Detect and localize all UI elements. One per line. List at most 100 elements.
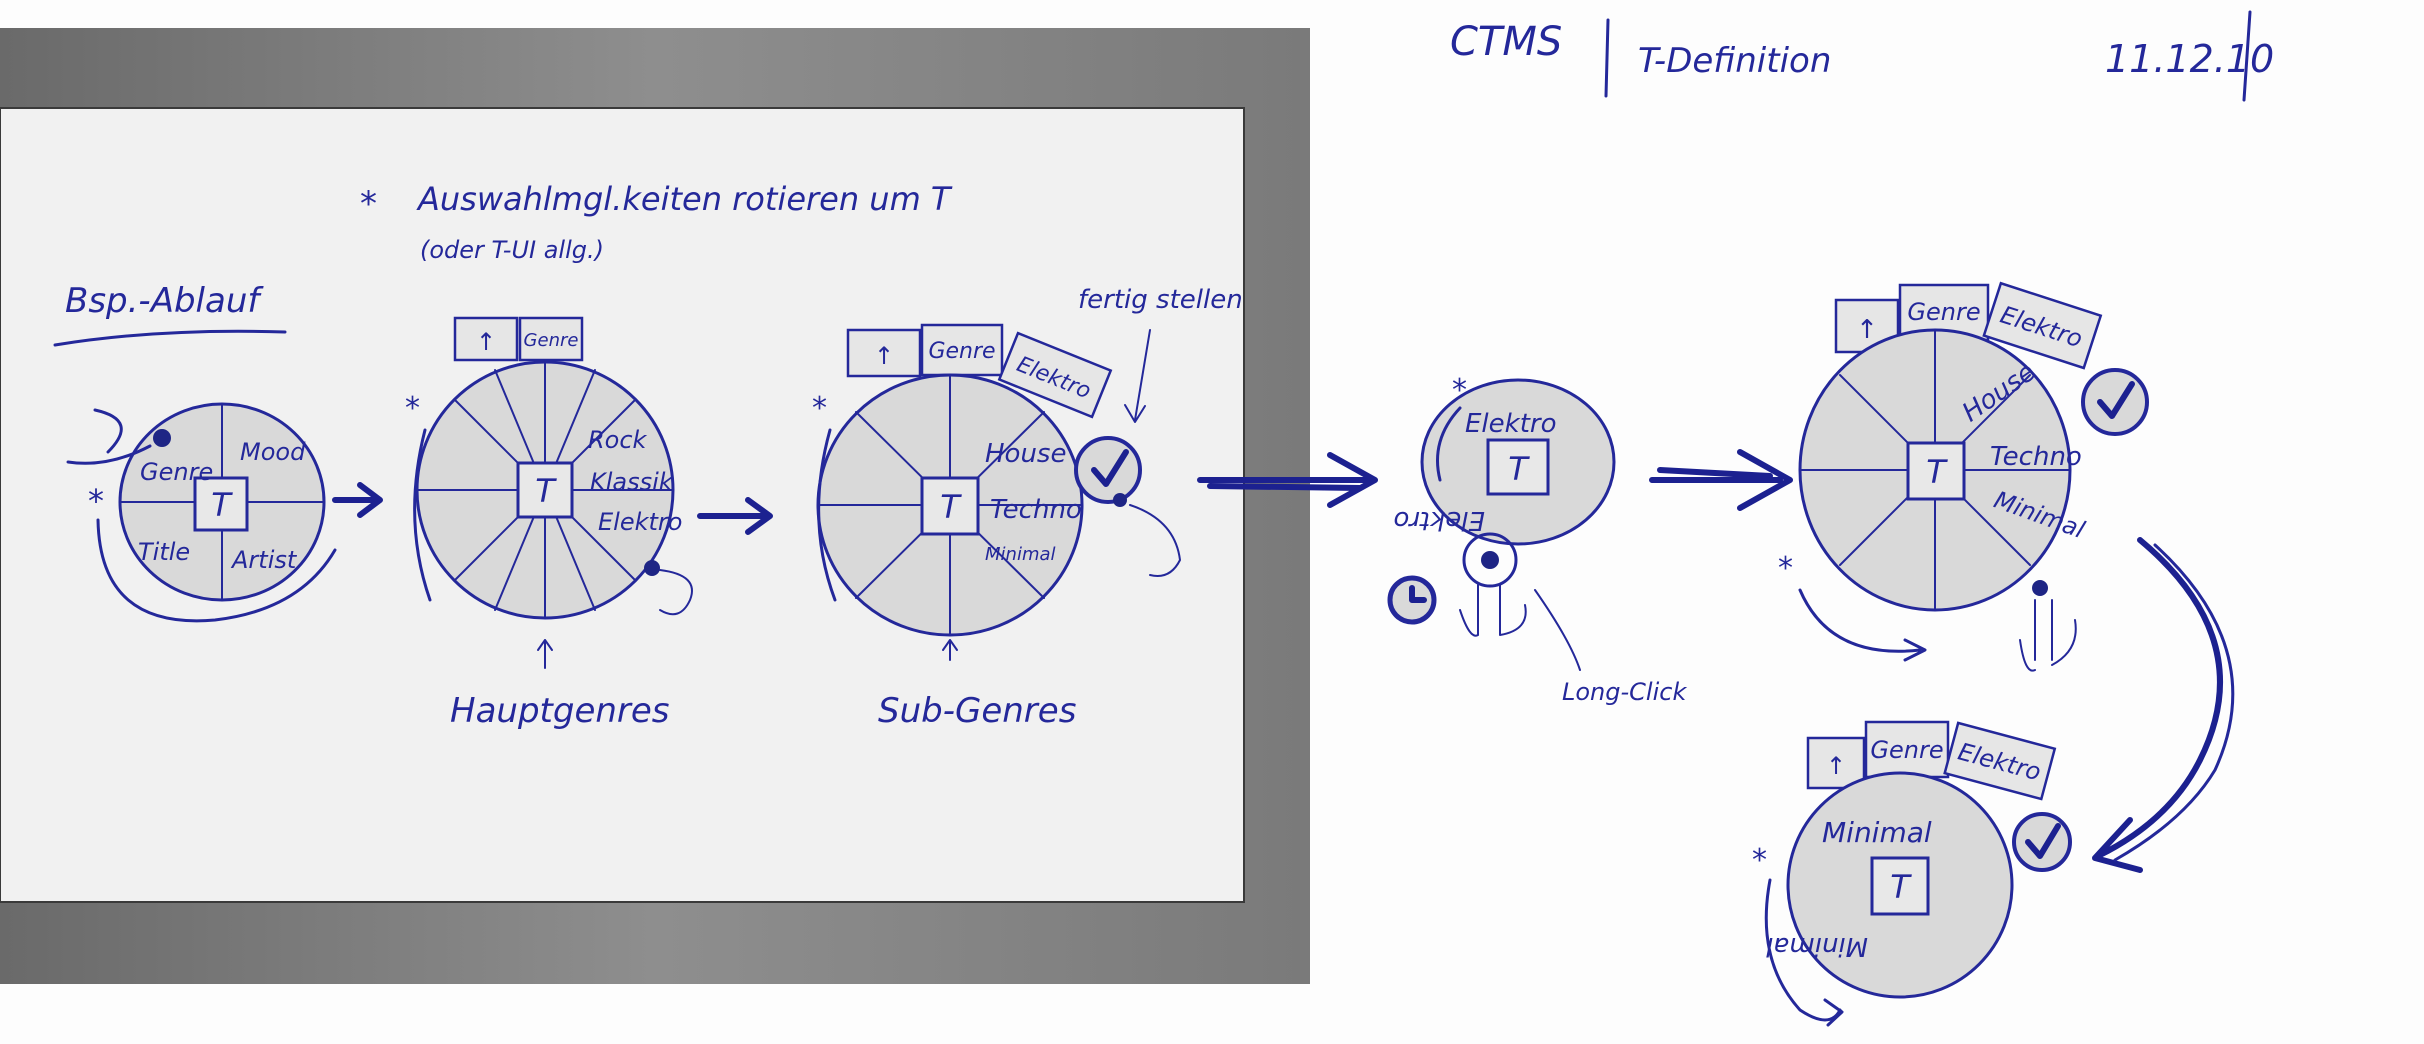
wheel-3-caption-arrow: [942, 639, 958, 661]
wheel-4-check-icon: [2097, 381, 2135, 419]
wheel-3-done-arrow: [1124, 329, 1151, 423]
wheel-3-center-box: [920, 476, 980, 536]
wheel-2-star: *: [405, 391, 420, 426]
wheel-1-rotate-arrow: [96, 518, 337, 623]
wheel-2-tab-up-label: ↑: [476, 328, 496, 356]
wheel-2-finger: [659, 569, 693, 616]
wheel-3-tab-up-label: ↑: [874, 342, 894, 370]
longclick-pointer: [1534, 589, 1581, 671]
wheel-2-tab-genre-label: Genre: [524, 330, 579, 351]
wheel-3-seg-techno: Techno: [990, 495, 1082, 525]
wheel-3-tab-genre-label: Genre: [928, 339, 995, 364]
wheel-2-rotate-arrow: [413, 428, 432, 602]
wheel-1-touch-marks: [66, 408, 152, 465]
wheel-2-caption-arrow: [537, 639, 553, 669]
wheel-3-check-icon: [1091, 449, 1129, 487]
longclick-label: Long-Click: [1562, 678, 1687, 706]
title-right: T-Definition: [1638, 41, 1831, 81]
wheel-4-rotate-arrow: [1798, 588, 1927, 662]
wheel-1-seg-title: Title: [138, 538, 190, 566]
flow-heading: Bsp.-Ablauf: [65, 281, 264, 321]
wheel-2-tab-genre: [518, 316, 584, 362]
wheel-small-touch-dot[interactable]: [1481, 551, 1499, 569]
arrow-3: [1197, 452, 1378, 508]
wheel-small-press-ring: [1462, 532, 1518, 588]
wheel-5: ↑ Genre Elektro T Minimal Minimal *: [1752, 720, 2072, 1027]
wheel-5-top: Minimal: [1822, 816, 1932, 849]
wheel-5-done-button[interactable]: [2012, 812, 2072, 872]
wheel-5-tab-genre: [1864, 720, 1950, 779]
wheel-3-star: *: [812, 391, 827, 426]
wheel-2-center: T: [535, 472, 557, 510]
wheel-small: T Elektro Elektro * Long-Click: [1387, 373, 1687, 706]
wheel-1-seg-mood: Mood: [240, 438, 306, 466]
wheel-4-star: *: [1778, 551, 1793, 586]
wheel-4-center: T: [1926, 453, 1948, 491]
wheel-small-bottom: Elektro: [1394, 505, 1486, 535]
arrow-5: [2092, 537, 2223, 873]
wheel-small-star: *: [1452, 373, 1467, 408]
wheel-3-finger: [1129, 504, 1181, 577]
wheel-1-center-box: [193, 476, 249, 532]
arrow-1: [332, 482, 383, 518]
note-line-2: (oder T-UI allg.): [420, 236, 604, 264]
heading-underline: [53, 329, 287, 347]
wheel-4-tab-genre-label: Genre: [1907, 298, 1980, 326]
wheel-5-star: *: [1752, 843, 1767, 878]
wheel-4-tab-up: [1834, 298, 1900, 354]
wheel-2-center-box: [516, 461, 574, 519]
wheel-5-check-icon: [2025, 823, 2061, 859]
wheel-4-seg-techno: Techno: [1990, 442, 2082, 472]
wheel-2-seg-klassik: Klassik: [590, 468, 674, 496]
wheel-5-center: T: [1890, 868, 1912, 906]
wheel-4-touch-dot: [2032, 580, 2048, 596]
wheel-3-rotate-arrow: [817, 428, 837, 602]
wheel-1-touch-dot: [153, 429, 171, 447]
wheel-2-tab-up: [453, 316, 519, 362]
wheel-4-finger: [2019, 599, 2077, 672]
wheel-3-seg-minimal: Minimal: [985, 544, 1056, 565]
wheel-2-seg-rock: Rock: [588, 426, 648, 454]
wheel-small-top: Elektro: [1465, 409, 1557, 439]
date-divider: [2242, 10, 2252, 102]
wheel-3-tab-up: [846, 328, 922, 378]
wheel-4-done-button[interactable]: [2081, 368, 2149, 436]
wheel-4: ↑ Genre Elektro T House Techno Minimal *: [1778, 281, 2149, 672]
arrow-5-shadow: [2113, 543, 2235, 862]
wheel-small-rotate-arrow: [1436, 406, 1462, 482]
wheel-3-touch-dot: [1113, 493, 1127, 507]
wheel-4-tab-elektro: [1982, 281, 2103, 370]
wheel-5-rotate-arrow: [1764, 878, 1844, 1027]
wheel-small-center: T: [1508, 450, 1530, 488]
title-divider: [1604, 18, 1610, 98]
wheel-4-tab-up-label: ↑: [1856, 315, 1878, 345]
wheel-3-tab-elektro: [997, 331, 1113, 419]
wheel-2: ↑ Genre T Rock Klassik Elektro * Hauptge…: [405, 316, 693, 731]
wheel-5-center-box: [1870, 856, 1930, 916]
wheel-5-bottom: Minimal: [1765, 931, 1868, 961]
star-note-marker: *: [360, 184, 377, 224]
wheel-4-center-box: [1906, 441, 1966, 501]
wheel-small-finger: [1459, 584, 1527, 637]
wheel-2-seg-elektro: Elektro: [598, 508, 682, 536]
wheel-5-tab-up: [1806, 736, 1866, 790]
arrow-2: [697, 497, 773, 535]
note-line-1: Auswahlmgl.keiten rotieren um T: [416, 180, 953, 218]
wheel-5-tab-elektro: [1943, 721, 2057, 801]
arrow-4: [1649, 449, 1793, 511]
title-left: CTMS: [1450, 19, 1562, 65]
wheel-3-done-button[interactable]: [1074, 436, 1142, 504]
wheel-3: ↑ Genre Elektro T House Techno Minimal *…: [812, 285, 1243, 731]
wheel-1-seg-artist: Artist: [230, 546, 298, 574]
wheel-1-center: T: [211, 486, 233, 524]
wheel-5-tab-up-label: ↑: [1826, 752, 1846, 780]
wheel-small-center-box: [1486, 438, 1550, 496]
wheel-3-seg-house: House: [985, 439, 1066, 469]
wheel-3-done-label: fertig stellen: [1078, 285, 1243, 315]
wheel-1-seg-genre: Genre: [140, 458, 213, 486]
wheel-2-touch-dot: [644, 560, 660, 576]
wheel-1: T Genre Mood Title Artist *: [66, 402, 337, 623]
wheel-3-center: T: [940, 488, 962, 526]
